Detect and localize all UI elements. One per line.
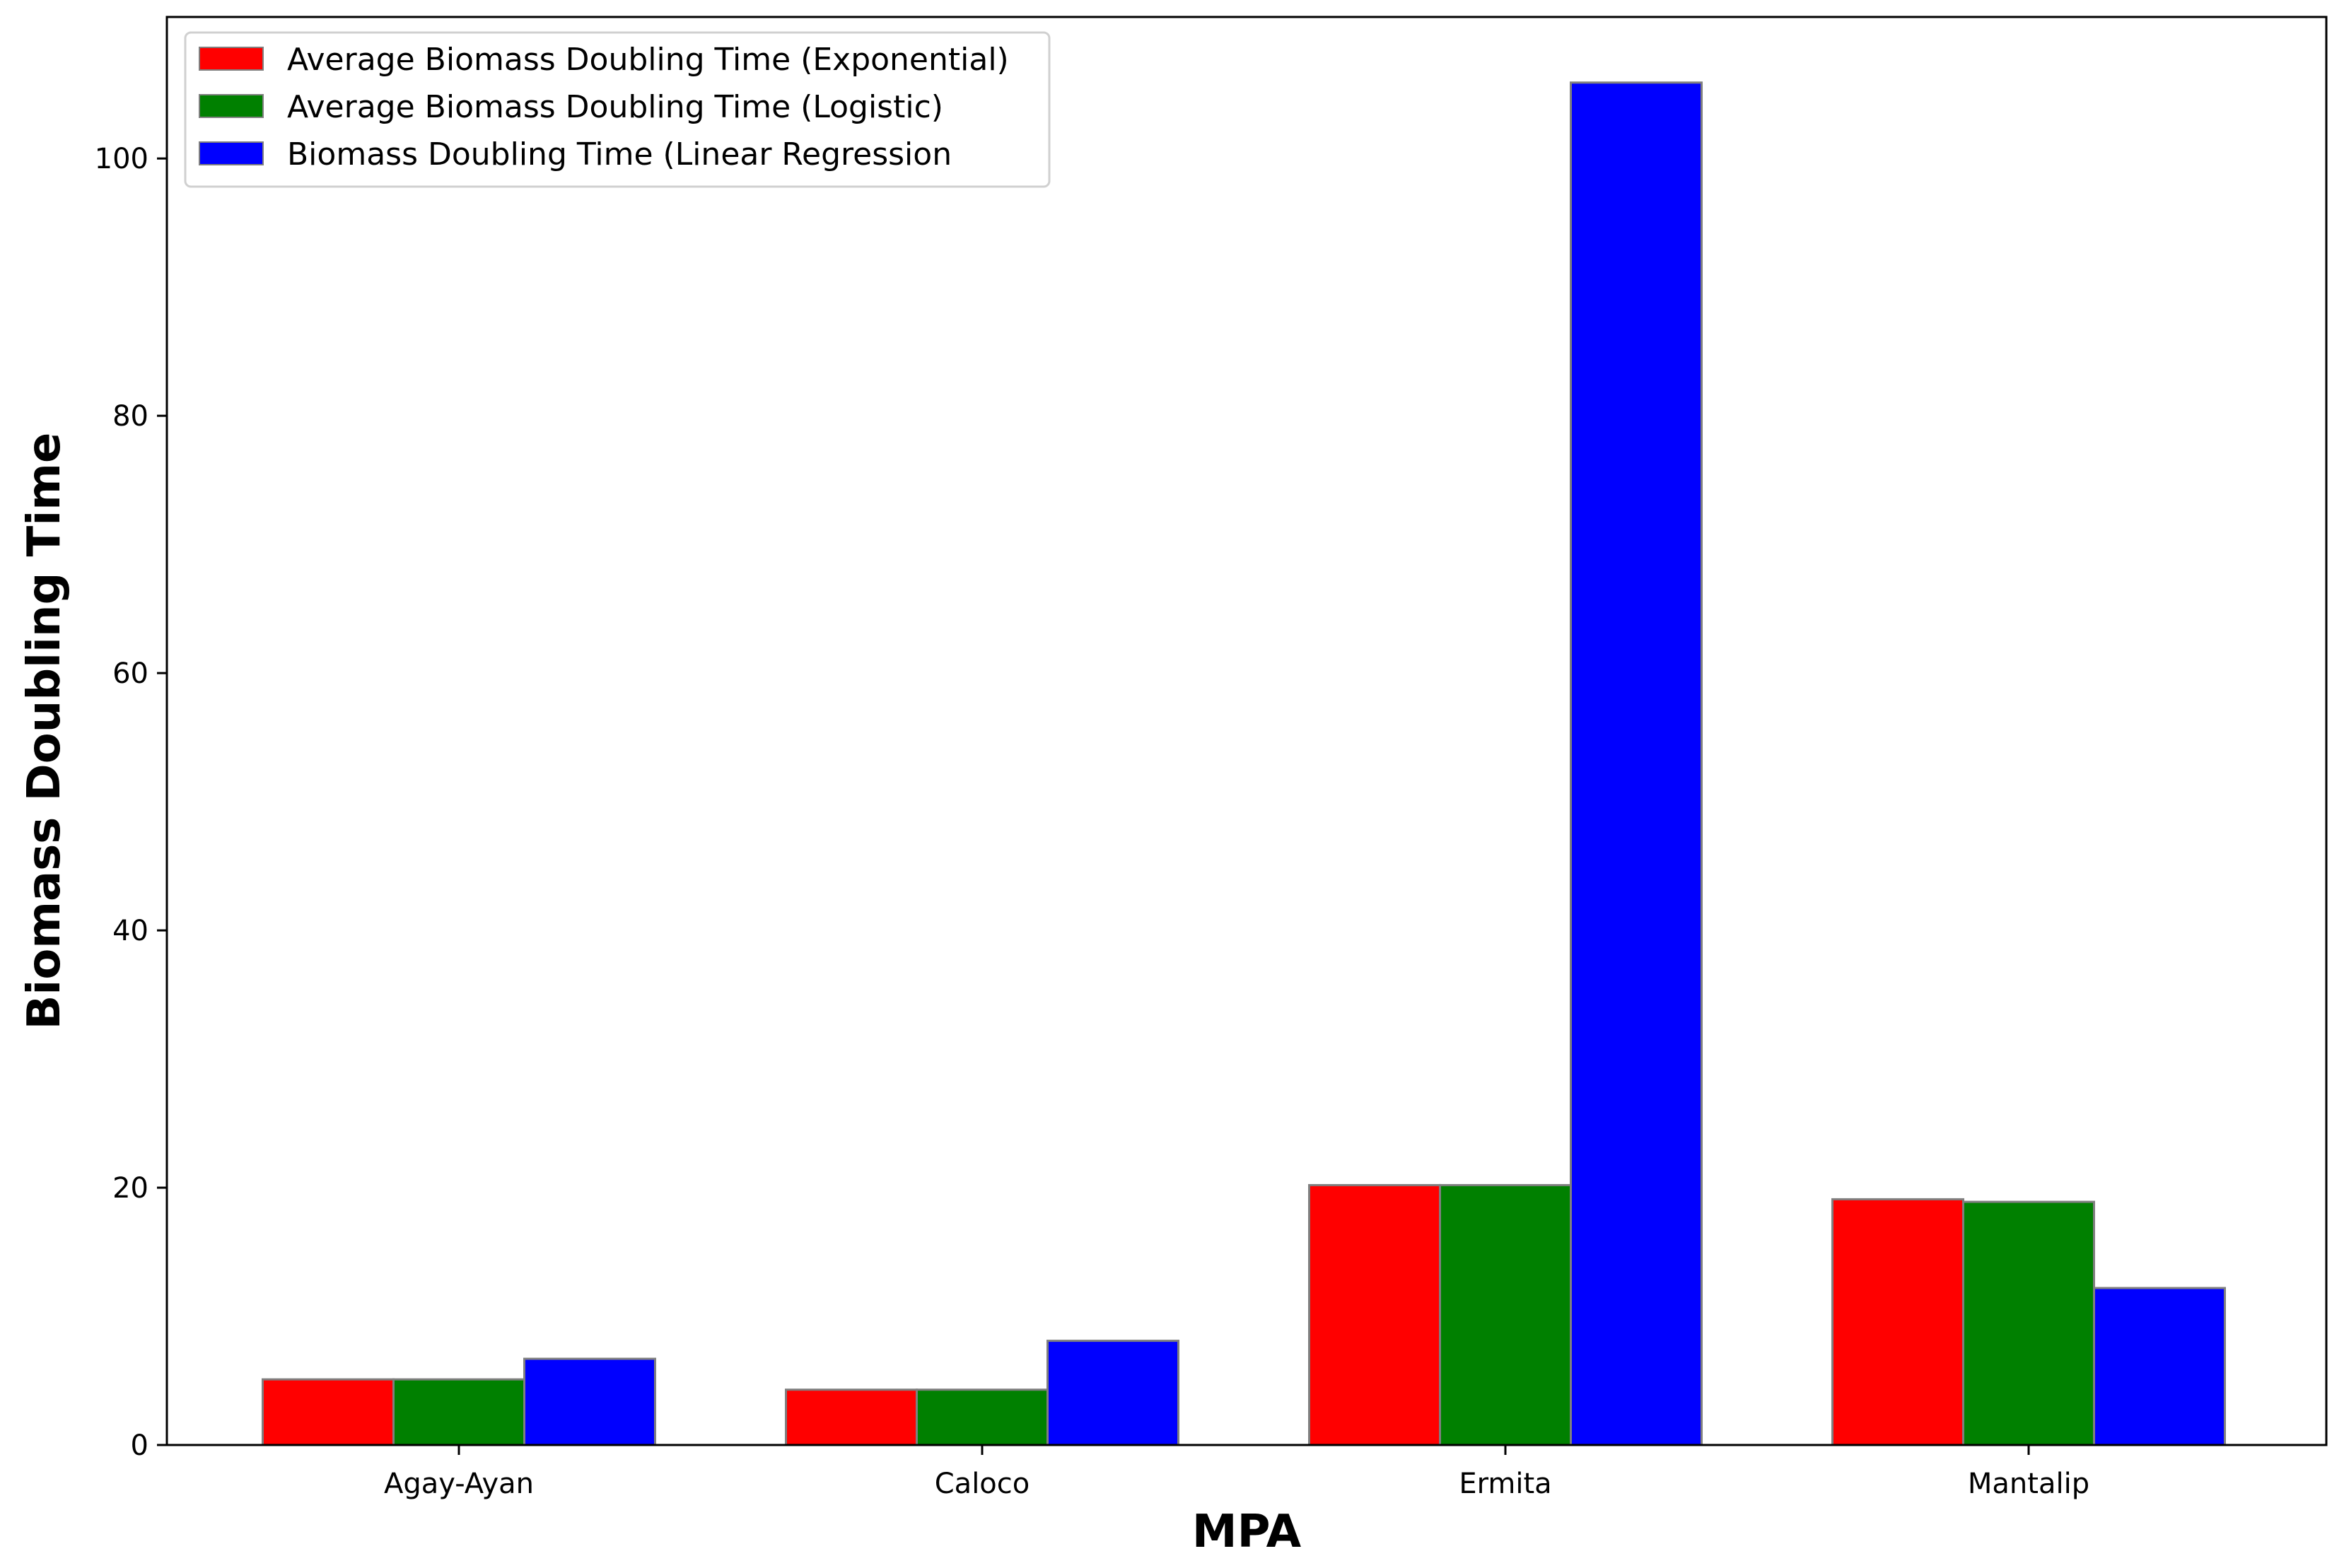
legend-label-series-1: Average Biomass Doubling Time (Exponenti… bbox=[287, 42, 1009, 78]
legend-swatch-series-3 bbox=[199, 141, 264, 165]
legend-swatch-series-2 bbox=[199, 94, 264, 118]
x-tick-label-mantalip: Mantalip bbox=[1968, 1468, 2089, 1500]
bar-mantalip-series-1 bbox=[1831, 1198, 1964, 1446]
y-tick-label: 0 bbox=[131, 1429, 148, 1462]
legend: Average Biomass Doubling Time (Exponenti… bbox=[184, 31, 1051, 188]
legend-box bbox=[184, 31, 1051, 188]
y-tick-label: 20 bbox=[112, 1172, 148, 1205]
y-axis-ticks: 0 20 40 60 80 100 bbox=[95, 143, 167, 1462]
bar-agay-ayan-series-2 bbox=[392, 1378, 525, 1446]
bar-ermita-series-2 bbox=[1439, 1183, 1572, 1446]
bar-caloco-series-2 bbox=[916, 1388, 1049, 1446]
bar-ermita-series-1 bbox=[1308, 1183, 1441, 1446]
x-tick-label-caloco: Caloco bbox=[935, 1468, 1030, 1500]
x-axis-title: MPA bbox=[1192, 1506, 1302, 1558]
legend-swatch-series-1 bbox=[199, 47, 264, 71]
bar-agay-ayan-series-1 bbox=[262, 1378, 395, 1446]
y-axis-title: Biomass Doubling Time bbox=[18, 433, 71, 1030]
y-tick-label: 60 bbox=[112, 657, 148, 690]
bar-agay-ayan-series-3 bbox=[523, 1357, 656, 1446]
bars-group bbox=[262, 81, 2226, 1446]
x-axis-ticks: Agay-Ayan Caloco Ermita Mantalip bbox=[384, 1445, 2089, 1500]
legend-label-series-2: Average Biomass Doubling Time (Logistic) bbox=[287, 89, 943, 125]
plot-frame bbox=[165, 16, 2328, 1446]
bar-caloco-series-1 bbox=[785, 1388, 918, 1446]
x-tick-label-agay-ayan: Agay-Ayan bbox=[384, 1468, 534, 1500]
bar-caloco-series-3 bbox=[1046, 1340, 1179, 1446]
x-tick-label-ermita: Ermita bbox=[1459, 1468, 1551, 1500]
legend-label-series-3: Biomass Doubling Time (Linear Regression bbox=[287, 136, 952, 172]
y-tick-label: 100 bbox=[95, 143, 148, 175]
bar-mantalip-series-3 bbox=[2093, 1287, 2226, 1446]
y-tick-label: 80 bbox=[112, 400, 148, 433]
bar-mantalip-series-2 bbox=[1962, 1200, 2095, 1446]
y-tick-label: 40 bbox=[112, 915, 148, 947]
bar-ermita-series-3 bbox=[1570, 81, 1703, 1446]
